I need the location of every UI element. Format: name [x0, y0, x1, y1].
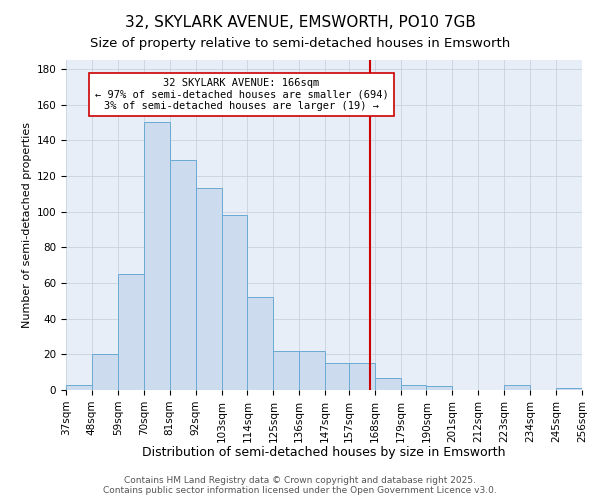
Text: 32 SKYLARK AVENUE: 166sqm
← 97% of semi-detached houses are smaller (694)
3% of : 32 SKYLARK AVENUE: 166sqm ← 97% of semi-…	[95, 78, 388, 111]
Bar	[92, 354, 118, 390]
X-axis label: Distribution of semi-detached houses by size in Emsworth: Distribution of semi-detached houses by …	[142, 446, 506, 459]
Bar	[374, 378, 401, 390]
Bar	[556, 388, 582, 390]
Bar	[401, 384, 427, 390]
Bar	[299, 351, 325, 390]
Text: 32, SKYLARK AVENUE, EMSWORTH, PO10 7GB: 32, SKYLARK AVENUE, EMSWORTH, PO10 7GB	[125, 15, 475, 30]
Bar	[170, 160, 196, 390]
Bar	[144, 122, 170, 390]
Bar	[118, 274, 144, 390]
Bar	[274, 351, 299, 390]
Text: Size of property relative to semi-detached houses in Emsworth: Size of property relative to semi-detach…	[90, 38, 510, 51]
Bar	[221, 215, 247, 390]
Bar	[427, 386, 452, 390]
Y-axis label: Number of semi-detached properties: Number of semi-detached properties	[22, 122, 32, 328]
Bar	[196, 188, 221, 390]
Bar	[66, 384, 92, 390]
Bar	[349, 363, 374, 390]
Bar	[247, 297, 274, 390]
Bar	[325, 363, 349, 390]
Text: Contains HM Land Registry data © Crown copyright and database right 2025.
Contai: Contains HM Land Registry data © Crown c…	[103, 476, 497, 495]
Bar	[504, 384, 530, 390]
